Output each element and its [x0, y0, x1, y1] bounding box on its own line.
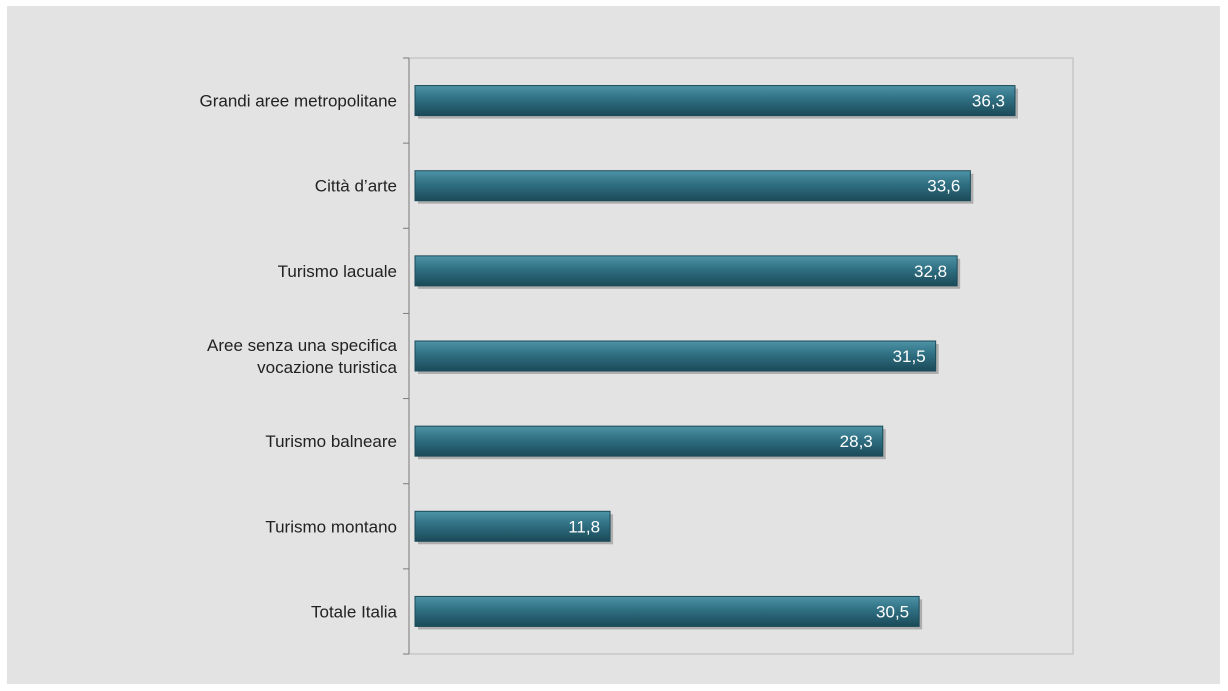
- category-label-line: Turismo lacuale: [278, 262, 397, 281]
- data-label: 36,3: [972, 92, 1005, 111]
- category-label-line: Aree senza una specifica: [207, 336, 397, 355]
- category-label-line: vocazione turistica: [257, 358, 397, 377]
- data-label: 33,6: [927, 177, 960, 196]
- category-label-line: Turismo balneare: [265, 432, 397, 451]
- category-label-line: Turismo montano: [265, 517, 397, 536]
- category-label: Totale Italia: [311, 602, 398, 621]
- data-label: 31,5: [893, 347, 926, 366]
- bar: [414, 170, 971, 202]
- category-label-line: Grandi aree metropolitane: [199, 92, 397, 111]
- data-label: 28,3: [840, 432, 873, 451]
- category-label-line: Totale Italia: [311, 602, 398, 621]
- bar: [414, 255, 958, 287]
- category-label-line: Città d’arte: [315, 177, 397, 196]
- bar: [414, 85, 1016, 117]
- bar: [414, 595, 920, 627]
- category-label: Turismo lacuale: [278, 262, 397, 281]
- bar: [414, 510, 611, 542]
- data-label: 32,8: [914, 262, 947, 281]
- category-label: Turismo montano: [265, 517, 397, 536]
- category-label: Città d’arte: [315, 177, 397, 196]
- bar: [414, 340, 937, 372]
- data-label: 11,8: [568, 517, 600, 536]
- category-label: Aree senza una specifica vocazione turist…: [207, 336, 397, 377]
- bar: [414, 425, 884, 457]
- category-label: Turismo balneare: [265, 432, 397, 451]
- data-label: 30,5: [876, 602, 909, 621]
- category-label: Grandi aree metropolitane: [199, 92, 397, 111]
